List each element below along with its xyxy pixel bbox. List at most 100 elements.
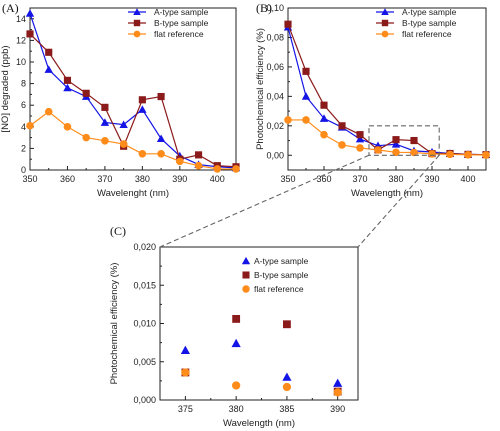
y-tick-label: 2 (21, 143, 26, 153)
legend-marker (133, 30, 141, 38)
y-tick-label: 0,010 (133, 319, 156, 329)
data-point (319, 114, 329, 122)
legend-entry: B-type sample (154, 18, 209, 28)
x-tick-label: 370 (97, 174, 112, 184)
series-a-type-sample (180, 338, 343, 387)
data-point (283, 320, 291, 329)
series-line (288, 119, 487, 156)
x-tick-label: 350 (280, 174, 295, 184)
data-point (100, 118, 110, 126)
y-tick-label: 0 (21, 165, 26, 175)
data-point (391, 140, 401, 148)
legend-marker (241, 256, 251, 265)
data-point (213, 165, 222, 173)
x-tick-label: 390 (424, 174, 439, 184)
data-point (180, 345, 190, 354)
x-tick-label: 375 (178, 404, 193, 414)
chart-panel-a: 350 360 370 380 390 400 0 2 4 6 8 10 12 14 Wavelenght … (0, 1, 241, 199)
x-tick-label: 380 (135, 174, 150, 184)
series-line (287, 23, 487, 156)
data-point (302, 116, 310, 124)
data-point (392, 136, 400, 144)
data-point (320, 130, 328, 139)
data-point (44, 65, 53, 73)
y-tick-label: 10 (16, 57, 26, 67)
y-tick-label: 0,10 (266, 3, 284, 13)
x-axis-label: Wavelength (nm) (223, 418, 295, 429)
x-tick-label: 370 (352, 174, 367, 184)
data-point (356, 131, 364, 139)
legend-marker (381, 19, 389, 27)
data-point (101, 137, 109, 145)
chart-panel-b: 350 360 370 380 390 400 0,00 0,02 0,04 0,06 0,08 0,… (255, 1, 491, 199)
data-point (26, 121, 34, 130)
x-tick-label: 400 (460, 174, 475, 184)
legend-entry: flat reference (254, 284, 304, 294)
x-tick-label: 360 (316, 174, 331, 184)
data-point (194, 161, 203, 170)
x-tick-label: 380 (388, 174, 403, 184)
y-tick-label: 8 (21, 79, 26, 89)
legend-marker (381, 8, 389, 16)
data-point (82, 89, 90, 97)
data-point (464, 151, 472, 159)
data-point (157, 150, 165, 158)
series-flat-reference (26, 107, 240, 173)
y-tick-label: 0,02 (266, 121, 284, 131)
x-tick-label: 360 (60, 174, 75, 184)
data-point (25, 9, 35, 17)
series-flat-reference (284, 116, 490, 159)
y-tick-label: 0,06 (266, 62, 284, 72)
y-tick-label: 0,00 (266, 150, 284, 160)
series-line (287, 26, 487, 156)
data-point (301, 92, 311, 100)
x-tick-label: 390 (330, 404, 345, 414)
data-point (302, 67, 310, 75)
data-point (320, 101, 328, 109)
data-point (333, 378, 343, 387)
data-point (284, 116, 292, 124)
data-point (333, 388, 342, 397)
x-tick-label: 385 (279, 404, 294, 414)
data-point (138, 105, 147, 113)
data-point (63, 76, 72, 84)
zoom-box (368, 125, 440, 156)
data-point (282, 372, 292, 381)
y-tick-label: 0,04 (266, 91, 284, 101)
series-line (29, 110, 236, 170)
x-tick-label: 380 (229, 404, 244, 414)
data-point (44, 107, 53, 116)
legend-marker (133, 8, 141, 16)
data-point (355, 134, 365, 143)
data-point (138, 150, 147, 158)
plot-frame (287, 7, 487, 171)
zoom-connector-left (159, 154, 370, 248)
x-axis-label: Wavelength (nm) (351, 188, 423, 199)
data-point (138, 96, 146, 104)
data-point (26, 30, 34, 38)
x-tick-label: 390 (172, 174, 187, 184)
data-point (63, 123, 72, 131)
legend-marker (133, 19, 141, 27)
data-point (119, 120, 128, 128)
chart-panel-c: 375 380 385 390 0,000 0,005 0,010 0,015 0,020 Wav… (109, 224, 359, 429)
zoom-indicator (159, 125, 440, 248)
y-tick-label: 12 (16, 35, 26, 45)
legend: A-type sample B-type sample flat reference (241, 256, 309, 294)
y-tick-label: 6 (21, 100, 26, 110)
x-tick-label: 400 (210, 174, 225, 184)
data-point (410, 136, 418, 145)
legend-marker (242, 285, 250, 293)
y-tick-label: 4 (21, 122, 26, 132)
data-point (392, 148, 400, 157)
data-point (101, 103, 109, 111)
legend-entry: B-type sample (254, 270, 309, 280)
data-point (157, 92, 165, 101)
data-point (156, 134, 166, 143)
data-point (181, 368, 190, 377)
data-point (232, 165, 240, 173)
data-point (231, 338, 241, 348)
data-point (284, 20, 292, 28)
y-tick-label: 0,08 (266, 32, 284, 42)
